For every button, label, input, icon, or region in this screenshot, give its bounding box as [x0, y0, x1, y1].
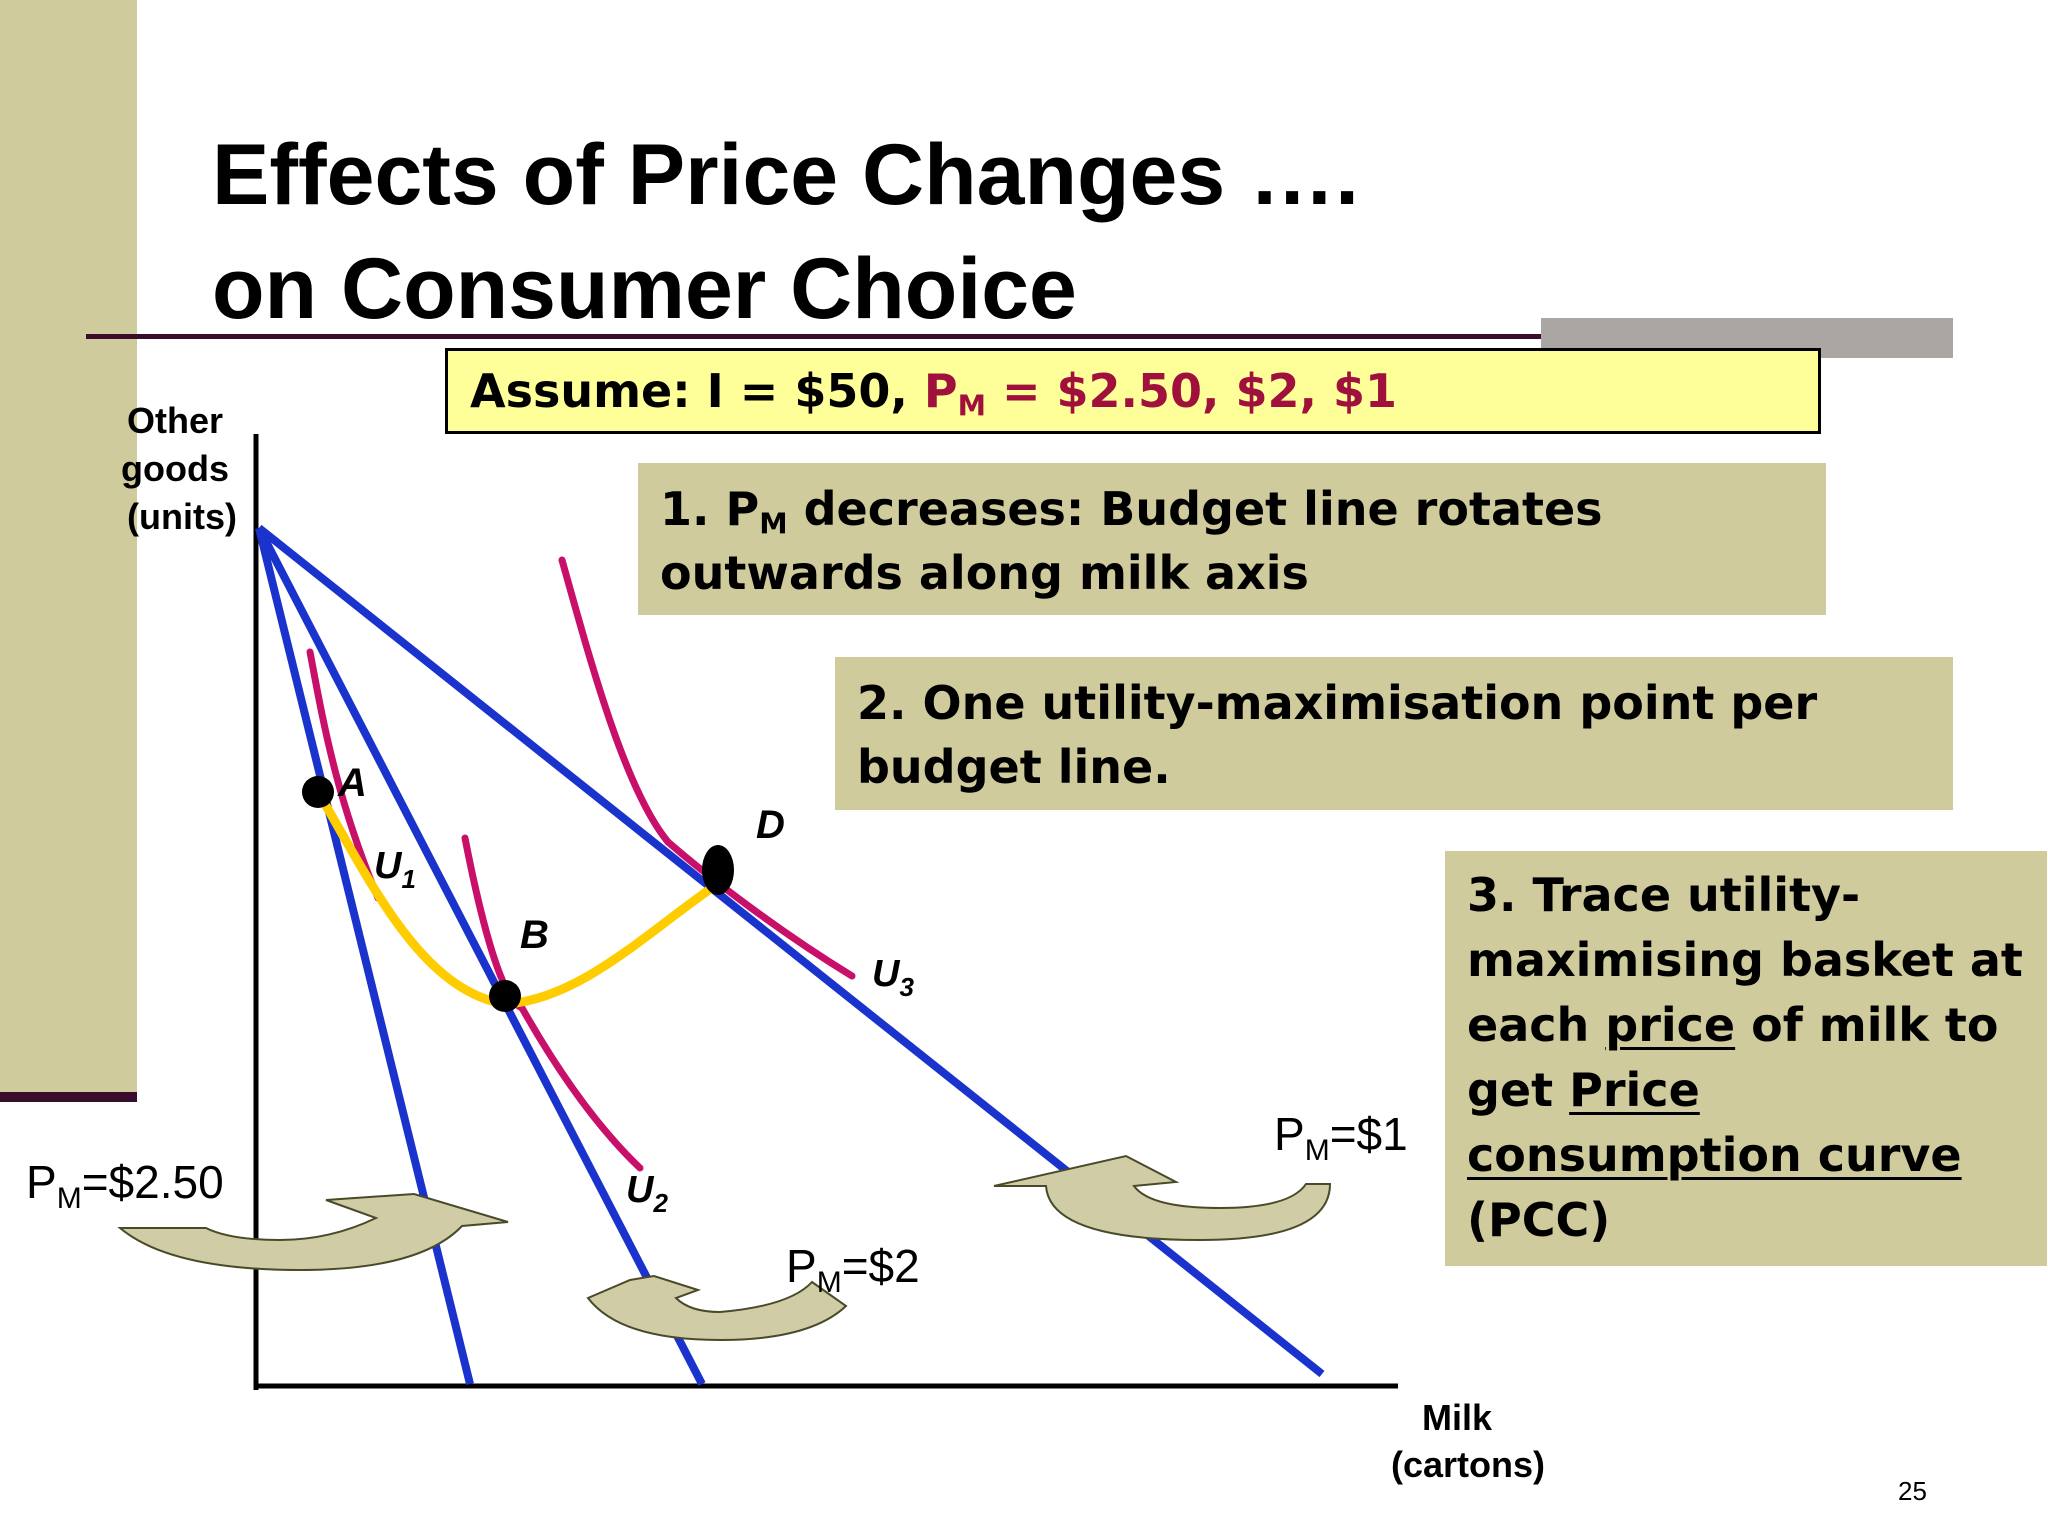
- step-1-text-b: decreases: Budget line rotates outwards …: [660, 482, 1603, 600]
- step-3-pcc-link: Price consumption curve: [1467, 1063, 1962, 1182]
- point-b-label: B: [520, 913, 549, 957]
- step-3-price-link: price: [1605, 998, 1736, 1052]
- u1-label: U1: [374, 845, 416, 894]
- point-d-marker: [702, 845, 734, 895]
- x-axis-label-line-1: Milk: [1422, 1397, 1493, 1438]
- indifference-curve-u2: [461, 834, 644, 1172]
- assume-prefix: Assume: I = $50,: [470, 364, 924, 418]
- y-axis-label-line-2: goods: [121, 448, 229, 489]
- assume-prices: PM = $2.50, $2, $1: [923, 364, 1398, 420]
- left-accent-bar: [0, 0, 137, 1092]
- step-3-box: 3. Trace utility-maximising basket at ea…: [1445, 851, 2047, 1266]
- assume-price-list: = $2.50, $2, $1: [985, 364, 1398, 418]
- step-1-sub: M: [759, 507, 788, 541]
- y-axis-label-line-1: Other: [127, 400, 223, 441]
- y-axis-label: Other goods (units): [121, 400, 239, 537]
- u2-label: U2: [626, 1169, 668, 1218]
- assumption-box: Assume: I = $50, PM = $2.50, $2, $1: [445, 348, 1821, 434]
- indifference-curve-u1: [306, 648, 382, 902]
- step-2-text: 2. One utility-maximisation point per bu…: [857, 676, 1818, 794]
- u3-label: U3: [872, 953, 914, 1002]
- rotation-arrow-1: [117, 1192, 509, 1272]
- rotation-arrow-2: [586, 1274, 848, 1342]
- title-line-1: Effects of Price Changes ….: [212, 127, 1359, 223]
- step-2-box: 2. One utility-maximisation point per bu…: [835, 657, 1953, 810]
- x-axis-label-line-2: (cartons): [1391, 1444, 1545, 1485]
- point-b-marker: [489, 980, 521, 1012]
- point-a-marker: [302, 776, 334, 808]
- price-label-1: PM=$1: [1274, 1108, 1408, 1167]
- left-accent-bar-edge: [0, 1092, 137, 1102]
- x-axis-label: Milk (cartons): [1391, 1397, 1545, 1485]
- title-line-2: on Consumer Choice: [212, 241, 1077, 337]
- price-label-2: PM=$2: [786, 1240, 920, 1299]
- title-divider: [86, 334, 1953, 339]
- price-label-2-50: PM=$2.50: [26, 1156, 224, 1215]
- y-axis-label-line-3: (units): [127, 496, 237, 537]
- assume-pm-letter: P: [923, 364, 958, 418]
- indifference-curve-u3: [558, 556, 856, 980]
- step-3-text-a: 3. Trace utility-maximising basket at ea…: [1467, 868, 2023, 1052]
- budget-line-pm-2: [255, 526, 706, 1386]
- step-3-text-c: (PCC): [1467, 1193, 1611, 1247]
- step-3-text-b: of milk to get: [1467, 998, 1999, 1117]
- slide-title: Effects of Price Changes …. on Consumer …: [212, 118, 1359, 346]
- assume-pm-sub: M: [957, 389, 986, 423]
- page-number: 25: [1898, 1476, 1927, 1506]
- point-a-label: A: [337, 761, 367, 805]
- step-1-box: 1. PM decreases: Budget line rotates out…: [638, 463, 1826, 615]
- rotation-arrow-3: [993, 1154, 1332, 1242]
- point-d-label: D: [756, 803, 785, 847]
- step-1-text-a: 1. P: [660, 482, 760, 536]
